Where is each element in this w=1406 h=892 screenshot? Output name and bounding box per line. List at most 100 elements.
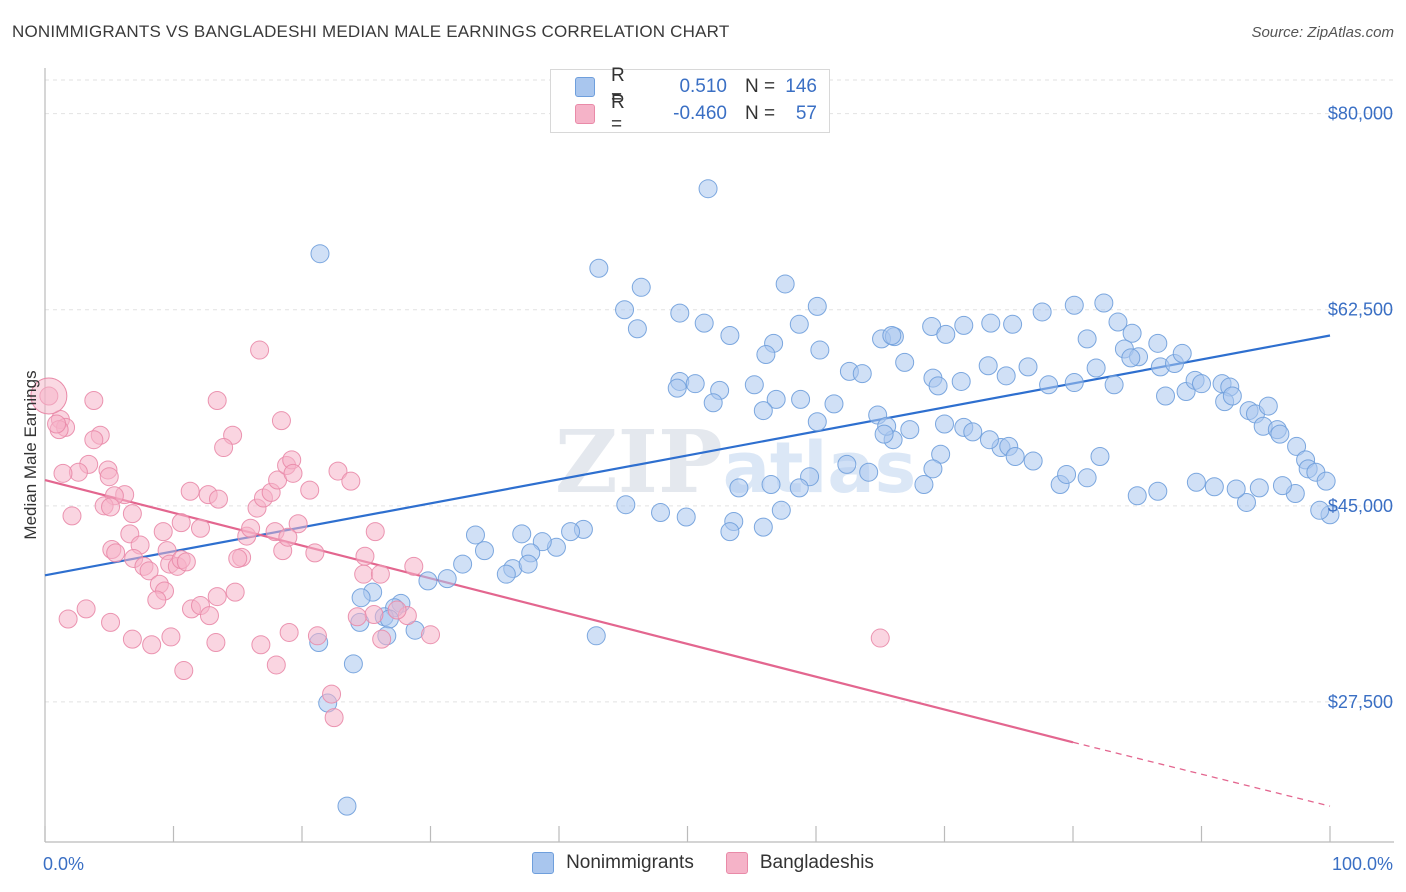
data-point [589,258,609,278]
data-point [1018,357,1038,377]
data-point [1003,314,1023,334]
data-point [923,459,943,479]
legend-label: Bangladeshis [759,852,874,873]
data-point [322,684,342,704]
data-point [1249,478,1269,498]
data-point [101,612,121,632]
data-point [914,475,934,495]
data-point [954,315,974,335]
data-point [670,303,690,323]
data-point [981,313,1001,333]
data-point [729,478,749,498]
data-point [694,313,714,333]
data-point [703,393,723,413]
data-point [824,394,844,414]
data-point [667,378,687,398]
data-point [766,389,786,409]
data-point-large [30,377,68,415]
data-point [882,325,902,345]
data-point [465,525,485,545]
data-point [372,629,392,649]
data-point [1272,476,1292,496]
trend-line-nonimmigrants [44,334,1331,577]
data-point [616,495,636,515]
y-tick-label: $27,500 [1328,692,1393,712]
correlation-legend: R = 0.510 N = 146 R = -0.460 N = 57 [550,65,830,135]
series-legend: Nonimmigrants Bangladeshis [0,852,1406,874]
data-point [931,444,951,464]
data-point [1064,373,1084,393]
y-tick-label: $80,000 [1328,104,1393,124]
data-point [283,463,303,483]
data-point [47,414,67,434]
data-point [859,462,879,482]
data-point [53,463,73,483]
data-point [744,375,764,395]
data-point [437,569,457,589]
data-point [1086,358,1106,378]
chart-title: NONIMMIGRANTS VS BANGLADESHI MEDIAN MALE… [12,22,730,41]
data-point [355,546,375,566]
axes [44,68,1394,843]
legend-row-bangladeshis: R = -0.460 N = 57 [575,92,817,135]
data-point [307,626,327,646]
data-point [698,179,718,199]
data-point [852,364,872,384]
data-point [250,340,270,360]
data-point [207,390,227,410]
legend-row-nonimmigrants: R = 0.510 N = 146 [575,65,817,108]
data-point [305,543,325,563]
legend-item-nonimmigrants[interactable]: Nonimmigrants [532,852,694,874]
series-nonimmigrants [309,179,1340,816]
trend-line-extension [1072,741,1331,807]
series-bangladeshis [39,340,890,728]
data-point [324,708,344,728]
watermark-zip: ZIP [555,412,723,513]
legend-swatch-bangladeshis [725,852,748,874]
r-label: R = [611,92,625,135]
data-point [771,500,791,520]
x-tick-label: 100.0% [1332,854,1393,874]
legend-item-bangladeshis[interactable]: Bangladeshis [725,852,874,874]
data-point [874,424,894,444]
data-point [1287,436,1307,456]
data-point [1310,500,1330,520]
data-point [228,548,248,568]
data-point [122,504,142,524]
data-point [84,430,104,450]
data-point [756,345,776,365]
data-point [418,571,438,591]
data-point [1057,464,1077,484]
data-point [147,590,167,610]
data-point [271,411,291,431]
n-label: N = [745,76,776,97]
data-point [208,489,228,509]
data-point [142,635,162,655]
r-label: R = [611,65,625,108]
data-point [791,389,811,409]
data-point [153,522,173,542]
chart-source: Source: ZipAtlas.com [1251,24,1394,41]
data-point [176,552,196,572]
r-value: 0.510 [679,76,727,97]
data-point [928,376,948,396]
data-point [1023,451,1043,471]
data-point [1204,477,1224,497]
legend-swatch-nonimmigrants [575,77,595,97]
data-point [1258,396,1278,416]
data-point [1186,472,1206,492]
data-point [387,600,407,620]
data-point [586,626,606,646]
data-point [1104,375,1124,395]
data-point [810,340,830,360]
data-point [1192,374,1211,394]
data-point [351,588,371,608]
data-point [963,422,983,442]
data-point [837,454,857,474]
data-point [807,296,827,316]
x-tick-labels: 0.0% 100.0% [43,854,1393,874]
data-point [979,430,999,450]
data-point [1270,424,1290,444]
data-point [310,244,330,264]
